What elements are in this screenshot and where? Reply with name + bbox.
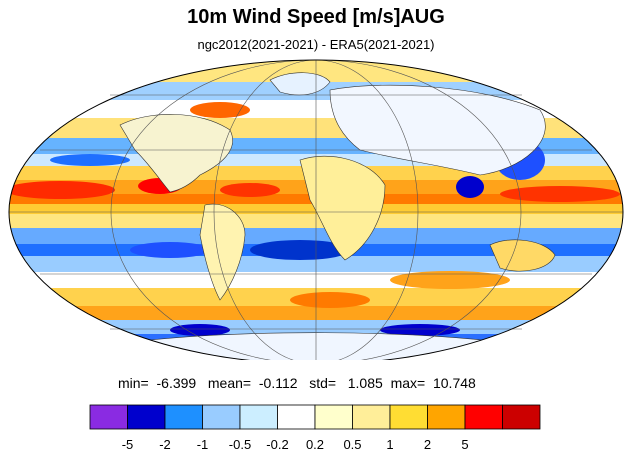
colorbar-swatch [502, 404, 541, 430]
colorbar-swatch [427, 404, 466, 430]
mean-label: mean= [207, 375, 252, 391]
colorbar-swatch [389, 404, 428, 430]
colorbar-tick-label: 5 [461, 437, 469, 452]
max-label: max= [390, 375, 426, 391]
min-label: min= [118, 375, 149, 391]
std-value: 1.085 [347, 375, 383, 391]
colorbar-tick-label: 0.5 [343, 437, 362, 452]
min-value: -6.399 [156, 375, 197, 391]
max-value: 10.748 [432, 375, 476, 391]
colorbar-swatch [277, 404, 316, 430]
std-label: std= [309, 375, 337, 391]
figure-title: 10m Wind Speed [m/s]AUG [187, 6, 445, 28]
colorbar-swatch [202, 404, 241, 430]
colorbar-swatch [239, 404, 278, 430]
colorbar-tick-label: -0.5 [228, 437, 252, 452]
colorbar-swatch [464, 404, 503, 430]
mean-value: -0.112 [258, 375, 298, 391]
colorbar-tick-label: 0.2 [305, 437, 325, 452]
colorbar-tick-label: -2 [159, 437, 171, 452]
colorbar-swatch [314, 404, 353, 430]
colorbar-swatch [352, 404, 391, 430]
statistics-line: min= -6.399 mean= -0.112 std= 1.085 max=… [118, 375, 476, 391]
colorbar-tick-label: 2 [423, 437, 432, 452]
colorbar-tick-label: -5 [121, 437, 134, 452]
colorbar-tick-label: 1 [386, 437, 394, 452]
colorbar-swatch [127, 404, 166, 430]
colorbar-tick-label: -0.2 [266, 437, 289, 452]
mollweide-map [8, 59, 624, 360]
colorbar-tick-label: -1 [196, 437, 209, 452]
colorbar-swatch [164, 404, 203, 430]
figure-subtitle: ngc2012(2021-2021) - ERA5(2021-2021) [197, 37, 435, 52]
colorbar-swatch [89, 404, 128, 430]
map-outline [8, 59, 624, 360]
